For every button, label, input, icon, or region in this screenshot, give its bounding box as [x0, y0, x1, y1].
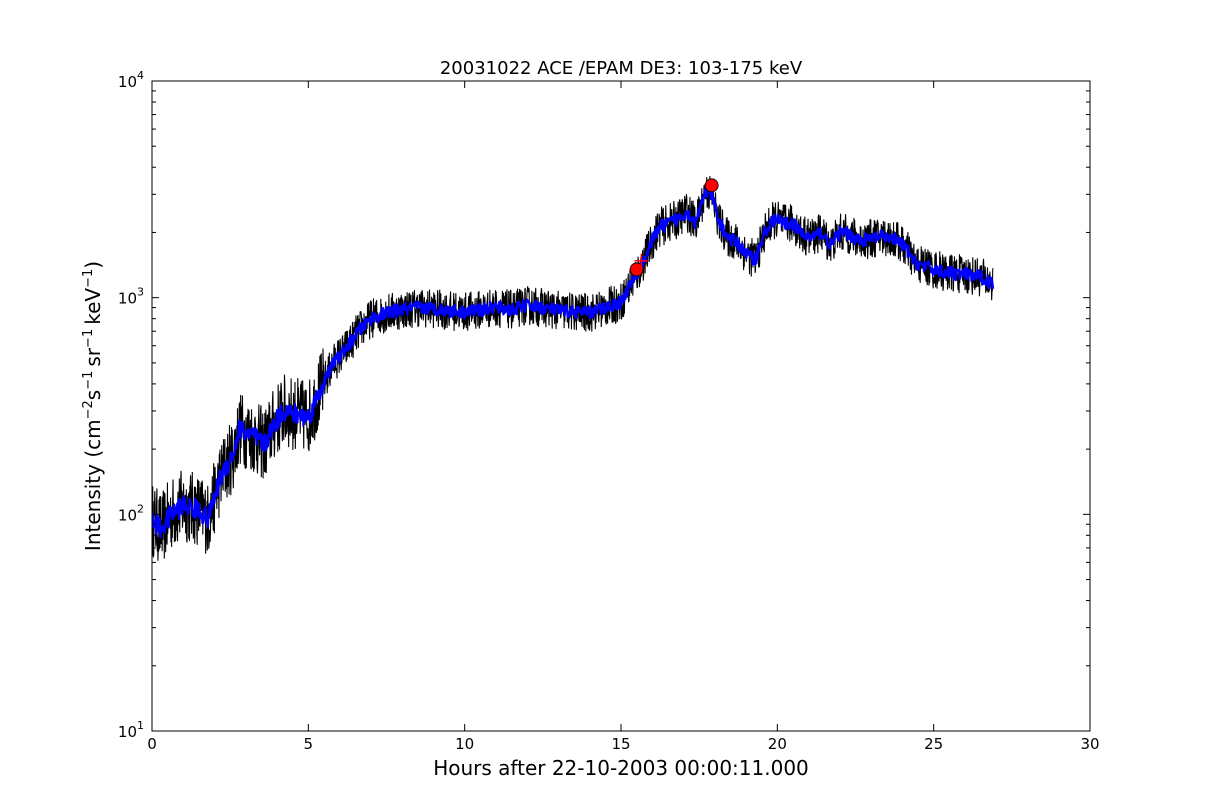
- y-axis-label-suffix: ): [81, 261, 105, 269]
- y-axis-label-sup3: −1: [81, 329, 96, 348]
- y-tick-label-2: 103: [118, 286, 144, 308]
- x-tick-label-0: 0: [147, 735, 157, 753]
- y-axis-label-mid1: s: [81, 390, 105, 400]
- x-tick-label-5: 25: [924, 735, 943, 753]
- x-tick-label-2: 10: [455, 735, 474, 753]
- y-tick-label-0: 101: [118, 719, 144, 741]
- marker-circle-0: [704, 178, 719, 193]
- axis-layer: 0 5 10 15 20 25 30 101 102 103 104: [118, 69, 1100, 753]
- x-tick-label-3: 15: [611, 735, 630, 753]
- series-smoothed-line: [152, 185, 995, 539]
- y-axis-label-prefix: Intensity (cm: [81, 419, 105, 551]
- y-axis-label-sup1: −2: [81, 400, 96, 419]
- y-tick-label-3: 104: [118, 69, 144, 91]
- y-tick-label-1: 102: [118, 502, 144, 524]
- marker-layer: [629, 178, 719, 277]
- x-axis-label: Hours after 22-10-2003 00:00:11.000: [433, 756, 809, 780]
- y-axis-label-sup4: −1: [81, 269, 96, 288]
- marker-plus-2: [634, 253, 649, 268]
- x-tick-label-4: 20: [768, 735, 787, 753]
- y-axis-label-mid2: sr: [81, 347, 105, 366]
- series-layer: [152, 175, 995, 561]
- y-axis-label-mid3: keV: [81, 288, 105, 325]
- y-axis-label: Intensity (cm−2s−1sr−1keV−1): [81, 261, 105, 551]
- x-tick-label-1: 5: [304, 735, 314, 753]
- y-axis-label-sup2: −1: [81, 371, 96, 390]
- chart-title: 20031022 ACE /EPAM DE3: 103-175 keV: [440, 58, 803, 79]
- marker-circle-1: [629, 262, 644, 277]
- plot-frame: [151, 80, 1091, 732]
- x-tick-label-6: 30: [1080, 735, 1099, 753]
